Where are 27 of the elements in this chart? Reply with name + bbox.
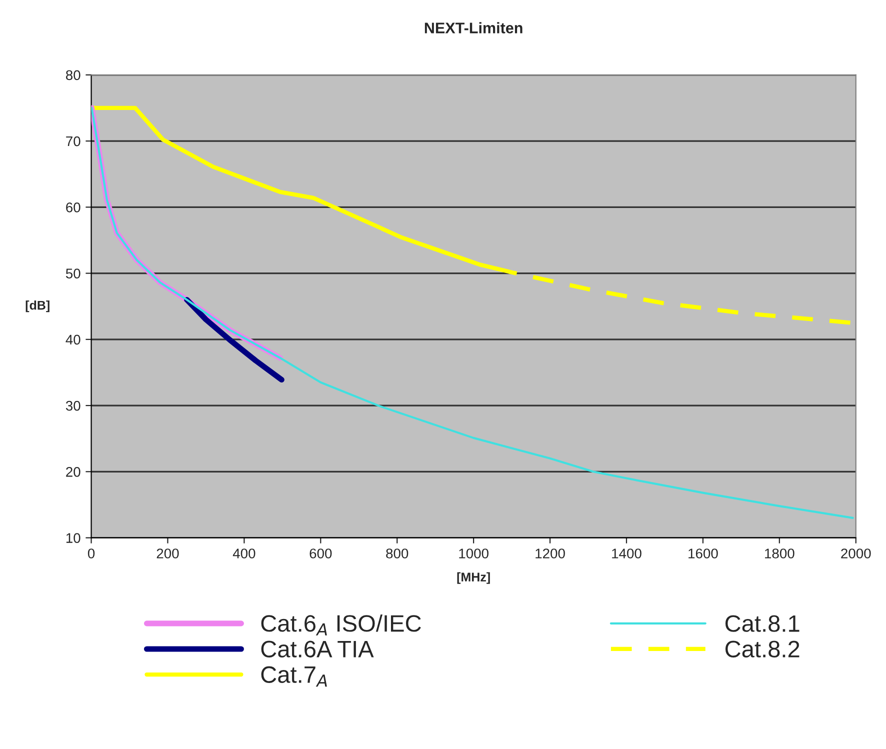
- x-tick-label: 1800: [765, 548, 794, 558]
- x-tick-label: 200: [156, 548, 179, 558]
- legend-label: Cat.8.2: [725, 640, 800, 658]
- y-tick-label: 50: [66, 268, 80, 278]
- legend-label: Cat.7$_{A}$: [261, 666, 327, 687]
- y-tick-label: 70: [66, 136, 80, 146]
- legend-label: Cat.6$_{A}$ ISO/IEC: [261, 614, 421, 636]
- x-tick-label: 1400: [612, 548, 642, 558]
- x-tick-label: 600: [310, 548, 332, 558]
- y-axis-title: [dB]: [26, 300, 50, 312]
- legend-label: Cat.8.1: [725, 615, 800, 632]
- y-tick-label: 40: [66, 334, 80, 345]
- y-tick-label: 10: [66, 533, 80, 543]
- x-tick-label: 400: [232, 548, 256, 558]
- y-tick-label: 20: [66, 466, 80, 477]
- chart-title: NEXT-Limiten: [424, 22, 522, 34]
- y-tick-label: 60: [66, 202, 80, 212]
- legend-label: Cat.6A TIA: [261, 640, 374, 658]
- x-tick-label: 0: [88, 548, 95, 558]
- x-axis-title: [MHz]: [457, 572, 490, 584]
- x-tick-label: 1600: [688, 548, 718, 558]
- y-tick-label: 30: [66, 400, 80, 411]
- x-tick-label: 1200: [536, 548, 565, 558]
- x-tick-label: 800: [386, 548, 408, 558]
- x-tick-label: 2000: [841, 548, 871, 558]
- x-tick-label: 1000: [459, 548, 488, 558]
- y-tick-label: 80: [66, 70, 80, 80]
